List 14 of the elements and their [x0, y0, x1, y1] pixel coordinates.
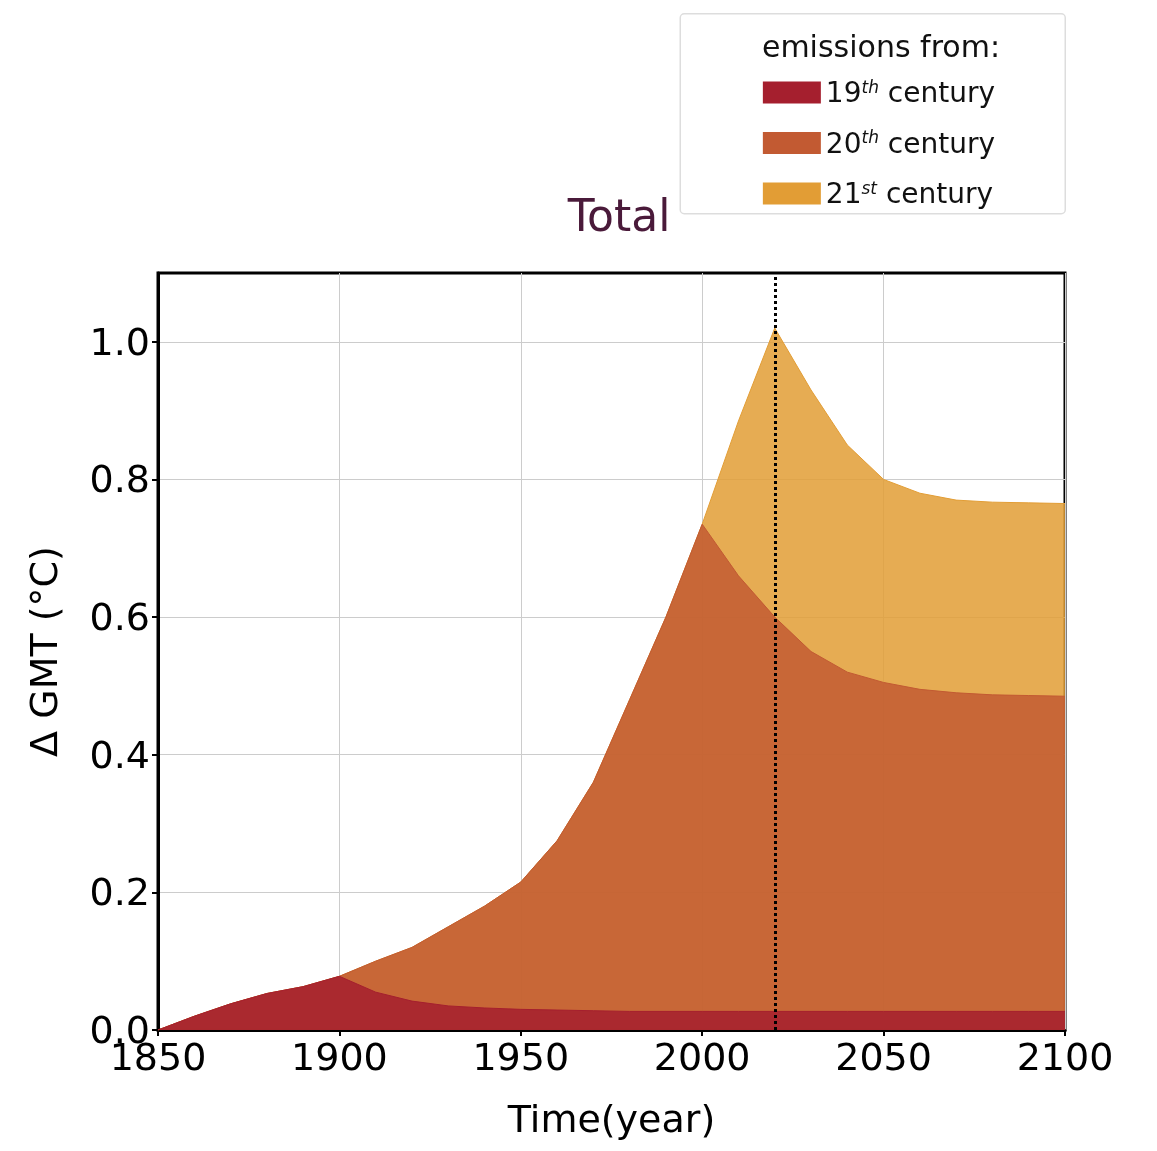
y-tick-label: 0.8 — [89, 457, 150, 502]
x-tick-label: 1950 — [472, 1035, 570, 1079]
x-axis-title: Time(year) — [506, 1097, 716, 1141]
x-tick-label: 2050 — [835, 1035, 932, 1079]
x-tick-label: 2100 — [1016, 1035, 1114, 1079]
y-tick-label: 0.4 — [89, 732, 150, 777]
y-tick-label: 1.0 — [89, 319, 150, 364]
y-tick-label: 0.6 — [89, 595, 150, 640]
x-tick-label: 1900 — [291, 1035, 388, 1079]
y-axis-title: Δ GMT (°C) — [22, 546, 66, 757]
x-tick-label: 2000 — [653, 1035, 751, 1079]
y-tick-label: 0.2 — [89, 870, 150, 915]
chart-title: Total — [566, 189, 671, 241]
legend-title: emissions from: — [761, 28, 1001, 64]
